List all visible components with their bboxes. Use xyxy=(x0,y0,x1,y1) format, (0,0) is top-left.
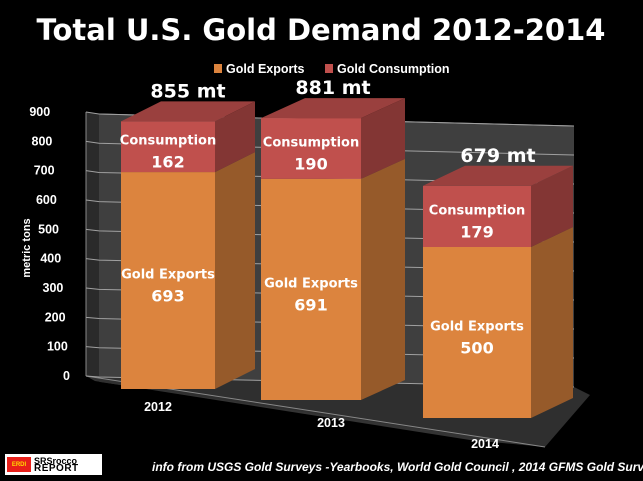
y-tick-label: 100 xyxy=(47,340,68,354)
segment-value: 691 xyxy=(294,295,327,314)
chart-title: Total U.S. Gold Demand 2012-2014 xyxy=(37,13,606,47)
segment-value: 162 xyxy=(151,153,184,172)
legend-label-gold-exports: Gold Exports xyxy=(226,62,305,76)
bar-segment-gold-consumption xyxy=(121,121,215,173)
logo-line2: REPORT xyxy=(34,462,79,474)
bar-segment-gold-consumption xyxy=(423,185,531,247)
bar-stack-2014: Gold Exports 500 Consumption 179 679 mt xyxy=(423,145,573,418)
y-tick-label: 200 xyxy=(45,310,66,324)
bar-top-face xyxy=(423,165,573,186)
y-tick-label: 0 xyxy=(63,369,70,383)
total-label: 679 mt xyxy=(460,145,535,167)
y-tick-label: 600 xyxy=(36,193,57,207)
bar-side-face xyxy=(531,165,573,247)
gridline xyxy=(85,258,575,272)
bar-side-face xyxy=(361,98,405,179)
legend-swatch-gold-consumption xyxy=(325,64,333,73)
source-note: info from USGS Gold Surveys -Yearbooks, … xyxy=(152,460,643,474)
gridline xyxy=(85,287,575,301)
segment-value: 693 xyxy=(151,287,184,306)
bar-side-face xyxy=(215,152,255,389)
x-tick-label: 2012 xyxy=(144,400,172,414)
gridline xyxy=(85,170,575,185)
segment-value: 179 xyxy=(460,222,493,241)
gridline xyxy=(85,111,575,127)
y-axis-label: metric tons xyxy=(21,218,33,277)
bar-segment-gold-exports xyxy=(261,178,361,400)
bar-segment-gold-exports xyxy=(121,172,215,389)
total-label: 881 mt xyxy=(295,77,370,99)
bar-segment-gold-exports xyxy=(423,247,531,418)
gridline xyxy=(85,346,575,359)
y-tick-label: 400 xyxy=(40,252,61,266)
bar-side-face xyxy=(361,158,405,400)
srsrocco-logo: ERDI SRSrocco REPORT xyxy=(5,454,102,475)
y-tick-label: 700 xyxy=(34,164,55,178)
side-wall xyxy=(86,112,99,377)
y-tick-label: 900 xyxy=(29,105,50,119)
segment-value: 190 xyxy=(294,154,327,173)
segment-label: Consumption xyxy=(263,135,359,150)
logo-badge: ERDI xyxy=(7,457,31,472)
x-tick-label: 2013 xyxy=(317,416,345,430)
gridline xyxy=(85,199,575,214)
gridline xyxy=(85,316,575,330)
bar-segment-gold-consumption xyxy=(261,118,361,179)
bar-stack-2012: Gold Exports 693 Consumption 162 855 mt xyxy=(120,80,255,389)
bar-top-face xyxy=(261,98,405,119)
segment-label: Gold Exports xyxy=(430,320,524,335)
y-axis-ticks: 0 100 200 300 400 500 600 700 800 900 xyxy=(29,105,70,383)
logo-line1: SRSrocco xyxy=(34,455,78,466)
y-tick-label: 800 xyxy=(32,134,53,148)
segment-label: Gold Exports xyxy=(121,268,215,283)
segment-label: Consumption xyxy=(429,203,525,218)
gridlines xyxy=(85,111,575,388)
y-tick-label: 500 xyxy=(38,222,59,236)
segment-label: Gold Exports xyxy=(264,276,358,291)
total-label: 855 mt xyxy=(150,80,225,102)
gridline xyxy=(85,375,575,388)
segment-value: 500 xyxy=(460,339,493,358)
legend-swatch-gold-exports xyxy=(214,64,222,73)
bar-side-face xyxy=(531,227,573,418)
legend: Gold Exports Gold Consumption xyxy=(214,62,449,76)
x-axis-ticks: 2012 2013 2014 xyxy=(144,400,499,451)
gridline xyxy=(85,140,575,156)
bar-side-face xyxy=(215,101,255,173)
y-tick-label: 300 xyxy=(43,281,64,295)
x-tick-label: 2014 xyxy=(471,437,499,451)
bar-top-face xyxy=(121,101,255,122)
segment-label: Consumption xyxy=(120,134,216,149)
gridline xyxy=(85,228,575,243)
bar-stack-2013: Gold Exports 691 Consumption 190 881 mt xyxy=(261,77,405,400)
legend-label-gold-consumption: Gold Consumption xyxy=(337,62,449,76)
